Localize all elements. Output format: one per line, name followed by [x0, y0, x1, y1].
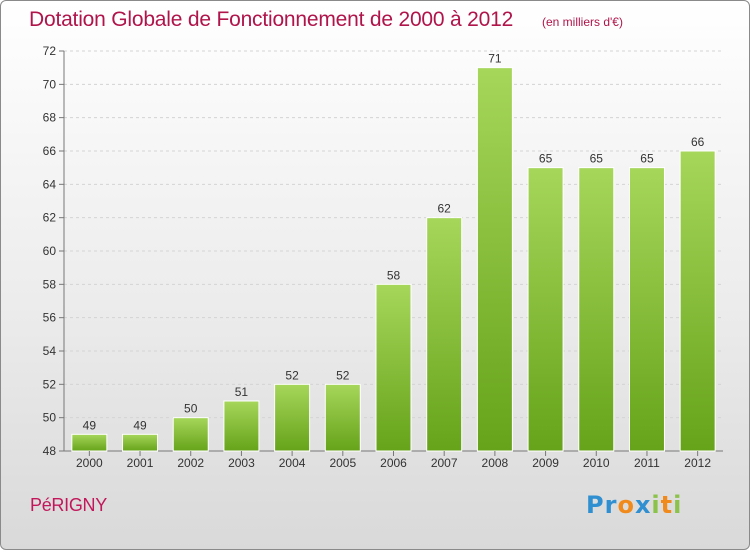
bar-2010 — [578, 167, 615, 452]
bar-2005 — [324, 383, 361, 452]
x-tick-label-2011: 2011 — [634, 456, 660, 470]
y-tick-label: 66 — [43, 144, 57, 158]
x-tick-label-2001: 2001 — [127, 456, 154, 470]
data-label-2002: 50 — [184, 402, 198, 416]
logo-letter: r — [604, 491, 618, 519]
x-tick-label-2010: 2010 — [583, 456, 610, 470]
bar-2007 — [426, 217, 463, 452]
logo-letter: i — [651, 491, 661, 519]
bar-2003 — [223, 400, 260, 452]
y-tick-label: 54 — [43, 344, 57, 358]
data-label-2010: 65 — [590, 152, 604, 166]
bar-2004 — [274, 383, 311, 452]
data-label-2003: 51 — [235, 385, 249, 399]
chart-title: Dotation Globale de Fonctionnement de 20… — [29, 8, 514, 31]
bar-2012 — [679, 150, 716, 452]
y-tick-label: 68 — [43, 111, 57, 125]
logo-letter: x — [634, 491, 652, 519]
logo-letter: i — [673, 491, 683, 519]
data-label-2007: 62 — [438, 202, 452, 216]
bar-2006 — [375, 283, 412, 452]
x-tick-label-2007: 2007 — [431, 456, 458, 470]
logo-letter: t — [660, 491, 674, 519]
x-tick-label-2006: 2006 — [380, 456, 407, 470]
bar-2000 — [71, 433, 108, 452]
data-label-2008: 71 — [488, 52, 502, 66]
data-label-2012: 66 — [691, 135, 705, 149]
data-label-2000: 49 — [83, 418, 97, 432]
y-tick-label: 48 — [43, 444, 57, 458]
y-tick-label: 56 — [43, 311, 57, 325]
y-tick-label: 52 — [43, 377, 57, 391]
x-tick-label-2012: 2012 — [684, 456, 711, 470]
x-tick-label-2003: 2003 — [228, 456, 255, 470]
bar-2001 — [122, 433, 159, 452]
proxiti-logo[interactable]: Proxiti — [586, 491, 682, 519]
x-tick-label-2008: 2008 — [482, 456, 509, 470]
data-label-2005: 52 — [336, 368, 350, 382]
y-tick-label: 64 — [43, 177, 57, 191]
data-label-2004: 52 — [285, 368, 299, 382]
data-label-2006: 58 — [387, 268, 401, 282]
x-tick-label-2005: 2005 — [329, 456, 356, 470]
data-label-2001: 49 — [133, 418, 147, 432]
x-tick-label-2009: 2009 — [532, 456, 559, 470]
bar-2009 — [527, 167, 564, 452]
x-tick-label-2000: 2000 — [76, 456, 103, 470]
y-tick-label: 50 — [43, 411, 57, 425]
data-label-2009: 65 — [539, 152, 553, 166]
bar-2008 — [476, 67, 513, 452]
data-label-2011: 65 — [640, 152, 654, 166]
logo-letter: o — [617, 491, 635, 519]
y-tick-label: 58 — [43, 277, 57, 291]
y-tick-label: 60 — [43, 244, 57, 258]
bar-2011 — [628, 167, 665, 452]
logo-letter: P — [586, 491, 605, 519]
x-tick-label-2004: 2004 — [279, 456, 306, 470]
y-tick-label: 70 — [43, 77, 57, 91]
commune-name: PéRIGNY — [30, 495, 107, 515]
chart-subtitle: (en milliers d'€) — [542, 15, 623, 29]
y-tick-label: 62 — [43, 211, 57, 225]
y-tick-label: 72 — [43, 44, 57, 58]
bar-2002 — [172, 417, 209, 452]
x-tick-label-2002: 2002 — [177, 456, 204, 470]
